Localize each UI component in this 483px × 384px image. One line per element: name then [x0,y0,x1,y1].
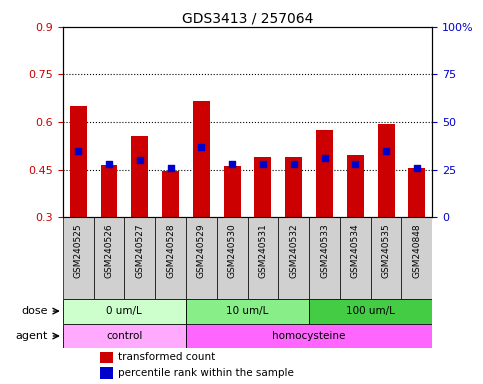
Point [105,161,113,167]
Point [321,155,328,161]
Text: percentile rank within the sample: percentile rank within the sample [118,368,294,378]
Text: GSM240532: GSM240532 [289,223,298,278]
Bar [285,157,302,217]
Point [167,165,174,171]
Point [228,161,236,167]
Text: GSM240526: GSM240526 [104,223,114,278]
Bar [409,168,426,217]
Bar [378,124,395,217]
Text: transformed count: transformed count [118,353,215,362]
Point [290,161,298,167]
Bar [99,367,113,379]
Bar [217,217,247,299]
Point [382,147,390,154]
Text: GSM240531: GSM240531 [258,223,268,278]
Point [413,165,421,171]
Point [198,144,205,150]
Bar [125,217,155,299]
Bar [224,166,241,217]
Bar [278,217,309,299]
Text: GSM240848: GSM240848 [412,223,421,278]
Bar [309,299,432,324]
Bar [186,299,309,324]
Point [74,147,82,154]
Text: GSM240527: GSM240527 [135,223,144,278]
Point [136,157,143,163]
Bar [186,217,217,299]
Text: dose: dose [21,306,47,316]
Text: 100 um/L: 100 um/L [346,306,395,316]
Bar [63,324,186,348]
Text: GSM240530: GSM240530 [227,223,237,278]
Bar [247,217,278,299]
Bar [63,299,186,324]
Text: GSM240533: GSM240533 [320,223,329,278]
Bar [155,217,186,299]
Bar [255,157,271,217]
Text: GSM240534: GSM240534 [351,223,360,278]
Bar [401,217,432,299]
Bar [99,352,113,363]
Text: homocysteine: homocysteine [272,331,346,341]
Bar [131,136,148,217]
Text: control: control [106,331,142,341]
Point [259,161,267,167]
Bar [100,165,117,217]
Bar [371,217,401,299]
Bar [70,106,86,217]
Bar [309,217,340,299]
Text: 10 um/L: 10 um/L [227,306,269,316]
Bar [316,130,333,217]
Text: 0 um/L: 0 um/L [106,306,142,316]
Text: GSM240529: GSM240529 [197,223,206,278]
Bar [162,171,179,217]
Bar [347,155,364,217]
Bar [193,101,210,217]
Bar [63,217,94,299]
Text: GSM240535: GSM240535 [382,223,391,278]
Title: GDS3413 / 257064: GDS3413 / 257064 [182,12,313,26]
Text: GSM240528: GSM240528 [166,223,175,278]
Bar [186,324,432,348]
Text: GSM240525: GSM240525 [74,223,83,278]
Bar [94,217,125,299]
Point [352,161,359,167]
Bar [340,217,371,299]
Text: agent: agent [15,331,47,341]
